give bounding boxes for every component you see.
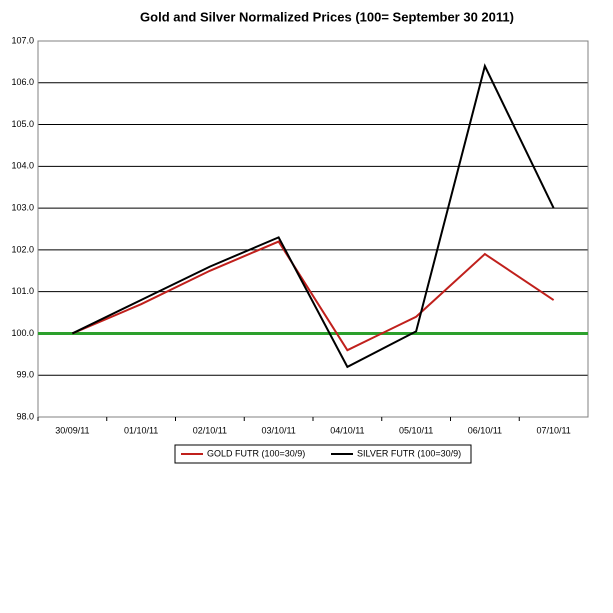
y-tick-label: 102.0 [11, 244, 34, 254]
y-tick-label: 99.0 [16, 370, 34, 380]
series-line [71, 240, 555, 352]
legend-label: SILVER FUTR (100=30/9) [357, 448, 461, 458]
y-tick-label: 103.0 [11, 202, 34, 212]
chart-title: Gold and Silver Normalized Prices (100= … [140, 9, 514, 24]
y-tick-label: 106.0 [11, 77, 34, 87]
y-tick-label: 105.0 [11, 119, 34, 129]
plot-border [37, 40, 589, 418]
x-tick-label: 03/10/11 [261, 425, 295, 435]
series-line [71, 63, 555, 369]
y-tick-label: 98.0 [16, 411, 34, 421]
y-tick-label: 101.0 [11, 286, 34, 296]
y-tick-label: 107.0 [11, 35, 34, 45]
legend-box [174, 444, 472, 464]
x-tick-label: 05/10/11 [399, 425, 433, 435]
x-tick-label: 02/10/11 [193, 425, 227, 435]
x-tick-label: 30/09/11 [55, 425, 89, 435]
x-tick-label: 07/10/11 [536, 425, 570, 435]
y-tick-label: 100.0 [11, 328, 34, 338]
x-tick-label: 04/10/11 [330, 425, 364, 435]
x-tick-label: 01/10/11 [124, 425, 158, 435]
x-tick-label: 06/10/11 [468, 425, 502, 435]
y-tick-label: 104.0 [11, 161, 34, 171]
legend-label: GOLD FUTR (100=30/9) [207, 448, 305, 458]
